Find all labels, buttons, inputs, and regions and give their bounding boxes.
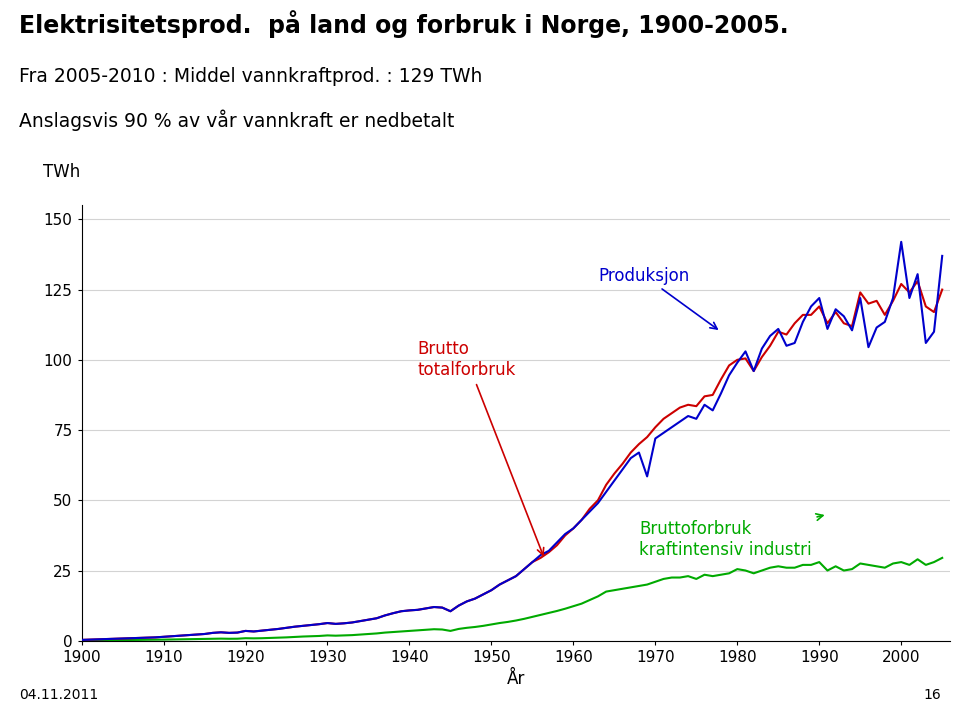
Text: Fra 2005-2010 : Middel vannkraftprod. : 129 TWh: Fra 2005-2010 : Middel vannkraftprod. : …	[19, 67, 483, 86]
X-axis label: År: År	[507, 670, 525, 688]
Text: Anslagsvis 90 % av vår vannkraft er nedbetalt: Anslagsvis 90 % av vår vannkraft er nedb…	[19, 110, 455, 131]
Text: Elektrisitetsprod.  på land og forbruk i Norge, 1900-2005.: Elektrisitetsprod. på land og forbruk i …	[19, 11, 789, 38]
Text: TWh: TWh	[42, 164, 80, 181]
Text: Brutto
totalforbruk: Brutto totalforbruk	[418, 341, 543, 555]
Text: Bruttoforbruk
kraftintensiv industri: Bruttoforbruk kraftintensiv industri	[639, 514, 823, 559]
Text: Produksjon: Produksjon	[598, 266, 717, 329]
Text: 04.11.2011: 04.11.2011	[19, 688, 99, 702]
Text: 16: 16	[924, 688, 941, 702]
